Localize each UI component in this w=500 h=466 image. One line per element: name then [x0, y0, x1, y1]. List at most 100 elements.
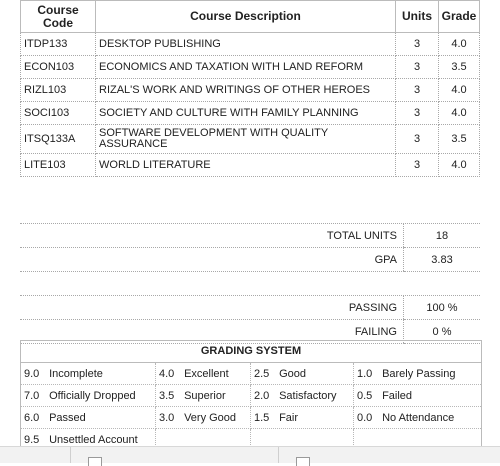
toolbar-separator: [278, 447, 279, 463]
failing-value: 0 %: [403, 319, 480, 344]
course-grade: 3.5: [438, 55, 480, 79]
table-row: ITSQ133A SOFTWARE DEVELOPMENT WITH QUALI…: [20, 124, 480, 154]
course-description: RIZAL'S WORK AND WRITINGS OF OTHER HEROE…: [95, 78, 396, 102]
grades-table: Course Code Course Description Units Gra…: [20, 0, 480, 177]
grade-value: 9.0: [24, 367, 40, 380]
grading-row: 6.0 Passed 3.0 Very Good 1.5 Fair 0.0 No…: [21, 406, 481, 429]
grade-description: Failed: [382, 389, 413, 402]
grading-cell: 9.5 Unsettled Account: [21, 428, 156, 451]
grading-row: 7.0 Officially Dropped 3.5 Superior 2.0 …: [21, 384, 481, 407]
grade-value: 2.0: [254, 389, 270, 402]
course-code: RIZL103: [20, 78, 96, 102]
course-grade: 4.0: [438, 32, 480, 56]
course-units: 3: [395, 32, 439, 56]
summary-row-gpa: GPA 3.83: [20, 247, 480, 272]
grades-header-row: Course Code Course Description Units Gra…: [20, 0, 480, 33]
summary-row-passing: PASSING 100 %: [20, 295, 480, 320]
course-units: 3: [395, 153, 439, 177]
grade-value: 0.0: [357, 411, 373, 424]
summary-row-total-units: TOTAL UNITS 18: [20, 223, 480, 248]
grading-cell: 3.5 Superior: [155, 384, 251, 407]
table-row: SOCI103 SOCIETY AND CULTURE WITH FAMILY …: [20, 101, 480, 125]
course-grade: 4.0: [438, 153, 480, 177]
grade-description: Fair: [279, 411, 299, 424]
course-units: 3: [395, 124, 439, 154]
passing-label: PASSING: [20, 295, 404, 320]
grade-description: Good: [279, 367, 306, 380]
table-row: RIZL103 RIZAL'S WORK AND WRITINGS OF OTH…: [20, 78, 480, 102]
grade-description: Passed: [49, 411, 86, 424]
gpa-value: 3.83: [403, 247, 480, 272]
grade-description: Excellent: [184, 367, 229, 380]
grade-description: Unsettled Account: [49, 433, 138, 446]
grading-cell: 9.0 Incomplete: [21, 363, 156, 385]
course-code: SOCI103: [20, 101, 96, 125]
header-grade: Grade: [438, 0, 480, 33]
grade-description: Satisfactory: [279, 389, 337, 402]
total-units-value: 18: [403, 223, 480, 248]
grading-cell: 1.0 Barely Passing: [353, 363, 481, 385]
grading-row: 9.0 Incomplete 4.0 Excellent 2.5 Good 1.…: [21, 363, 481, 385]
grading-system-title: GRADING SYSTEM: [21, 341, 481, 363]
course-units: 3: [395, 78, 439, 102]
course-code: LITE103: [20, 153, 96, 177]
grade-value: 3.0: [159, 411, 175, 424]
grade-value: 3.5: [159, 389, 175, 402]
bottom-toolbar: [0, 446, 500, 466]
failing-label: FAILING: [20, 319, 404, 344]
course-description: SOFTWARE DEVELOPMENT WITH QUALITY ASSURA…: [95, 124, 396, 154]
grade-description: Officially Dropped: [49, 389, 136, 402]
table-row: ITDP133 DESKTOP PUBLISHING 3 4.0: [20, 32, 480, 56]
summary-spacer: [20, 271, 480, 296]
spacer-cell: [20, 271, 480, 296]
header-units: Units: [395, 0, 439, 33]
spacer-cell: [20, 200, 480, 224]
grade-description: Incomplete: [49, 367, 103, 380]
grading-system-table: 9.0 Incomplete 4.0 Excellent 2.5 Good 1.…: [21, 363, 481, 451]
grade-description: Very Good: [184, 411, 237, 424]
grade-description: No Attendance: [382, 411, 455, 424]
grade-value: 9.5: [24, 433, 40, 446]
grade-value: 4.0: [159, 367, 175, 380]
summary-table: TOTAL UNITS 18 GPA 3.83 PASSING 100 % FA…: [20, 200, 480, 344]
summary-row-failing: FAILING 0 %: [20, 319, 480, 344]
header-course-description: Course Description: [95, 0, 396, 33]
grading-system-panel: GRADING SYSTEM 9.0 Incomplete 4.0 Excell…: [20, 340, 482, 452]
course-code: ECON103: [20, 55, 96, 79]
course-code: ITSQ133A: [20, 124, 96, 154]
grade-value: 0.5: [357, 389, 373, 402]
grade-value: 7.0: [24, 389, 40, 402]
grade-value: 1.0: [357, 367, 373, 380]
grading-cell: 3.0 Very Good: [155, 406, 251, 429]
course-units: 3: [395, 101, 439, 125]
course-units: 3: [395, 55, 439, 79]
course-description: ECONOMICS AND TAXATION WITH LAND REFORM: [95, 55, 396, 79]
grade-description: Barely Passing: [382, 367, 456, 380]
grading-cell: 4.0 Excellent: [155, 363, 251, 385]
grading-cell: 1.5 Fair: [250, 406, 354, 429]
header-course-code: Course Code: [20, 0, 96, 33]
course-grade: 3.5: [438, 124, 480, 154]
grade-value: 2.5: [254, 367, 270, 380]
course-description: SOCIETY AND CULTURE WITH FAMILY PLANNING: [95, 101, 396, 125]
course-code: ITDP133: [20, 32, 96, 56]
passing-value: 100 %: [403, 295, 480, 320]
total-units-label: TOTAL UNITS: [20, 223, 404, 248]
table-row: LITE103 WORLD LITERATURE 3 4.0: [20, 153, 480, 177]
grade-description: Superior: [184, 389, 226, 402]
course-description: DESKTOP PUBLISHING: [95, 32, 396, 56]
grading-row: 9.5 Unsettled Account: [21, 428, 481, 451]
grading-cell: 0.5 Failed: [353, 384, 481, 407]
grading-cell: 6.0 Passed: [21, 406, 156, 429]
grading-cell: 2.0 Satisfactory: [250, 384, 354, 407]
grading-cell: 7.0 Officially Dropped: [21, 384, 156, 407]
summary-spacer: [20, 200, 480, 224]
course-description: WORLD LITERATURE: [95, 153, 396, 177]
grade-value: 6.0: [24, 411, 40, 424]
grading-cell: 2.5 Good: [250, 363, 354, 385]
grading-cell: 0.0 No Attendance: [353, 406, 481, 429]
gpa-label: GPA: [20, 247, 404, 272]
grade-value: 1.5: [254, 411, 270, 424]
course-grade: 4.0: [438, 101, 480, 125]
table-row: ECON103 ECONOMICS AND TAXATION WITH LAND…: [20, 55, 480, 79]
